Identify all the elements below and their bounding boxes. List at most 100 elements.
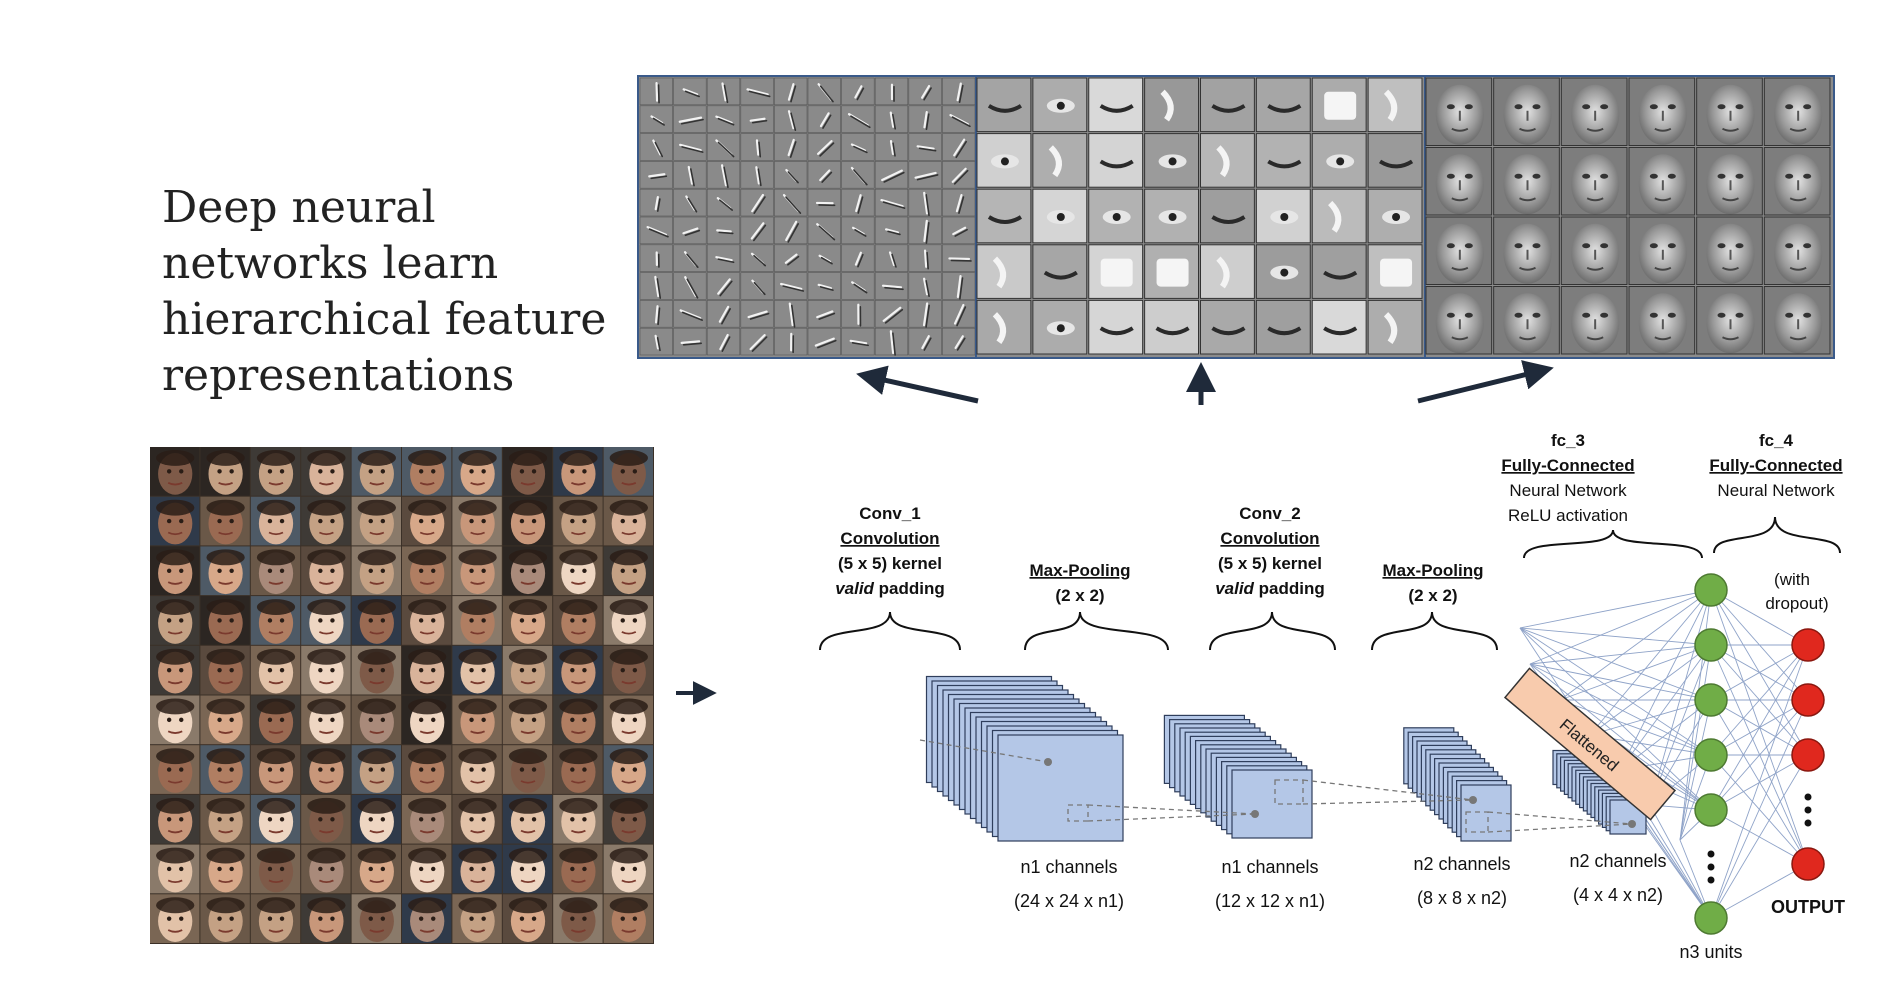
- edge-stroke-dark: [790, 304, 796, 328]
- edge-stroke-dark: [790, 112, 797, 131]
- face-photo-mouth: [167, 829, 183, 834]
- face-photo-eye: [267, 916, 273, 921]
- face-photo-eye: [519, 518, 525, 524]
- face-photo-hair: [508, 599, 548, 615]
- face-photo-eye: [431, 817, 436, 822]
- face-photo-eye: [267, 618, 273, 623]
- edge-stroke-dark: [652, 117, 665, 126]
- face-photo-hair: [609, 698, 648, 715]
- face-photo-eye: [166, 568, 172, 573]
- face-photo-eye: [229, 568, 234, 573]
- face-photo-eye: [469, 866, 474, 872]
- face-photo-eye: [418, 469, 424, 474]
- edge-stroke-light: [914, 171, 937, 179]
- face-part-cell: [1088, 77, 1144, 133]
- face-photo-eye: [179, 667, 184, 673]
- mouth-line: [1789, 266, 1807, 271]
- face-photo-eye: [380, 618, 386, 623]
- face-photo-mouth: [369, 680, 385, 685]
- face-photo-mouth: [268, 929, 284, 933]
- face-photo-eye: [229, 866, 234, 872]
- face-photo-eye: [632, 767, 638, 772]
- face-photo-eye: [330, 618, 335, 623]
- face-photo-hair: [559, 648, 598, 665]
- right-eye: [1667, 173, 1676, 179]
- fc3-edge: [1679, 644, 1712, 841]
- mouth-shape: [1099, 104, 1134, 113]
- face-photo-mouth: [167, 879, 183, 884]
- face-photo-eye: [217, 717, 222, 723]
- face-photo-mouth: [318, 581, 334, 585]
- edge-stroke-light: [678, 116, 703, 123]
- face-photo-mouth: [520, 879, 536, 884]
- face-photo-hair: [307, 549, 346, 566]
- pool1-name: Max-Pooling: [1029, 561, 1130, 580]
- left-eye: [1649, 104, 1658, 110]
- face-photo-eye: [431, 568, 436, 573]
- face-photo-eye: [632, 717, 638, 723]
- edge-stroke-dark: [887, 230, 901, 236]
- face-photo-hair: [408, 847, 447, 864]
- left-eye: [1649, 243, 1658, 249]
- face-photo-eye: [217, 767, 222, 772]
- face-part-cell: [1311, 244, 1367, 299]
- edge-stroke-dark: [818, 312, 836, 320]
- face-photo-hair: [609, 847, 648, 864]
- edge-stroke-light: [715, 256, 733, 262]
- face-photo-mouth: [470, 581, 486, 585]
- face-photo-eye: [582, 817, 587, 822]
- face-photo-mouth: [369, 879, 385, 884]
- edge-stroke-light: [749, 117, 766, 122]
- headline-line-2: networks learn: [162, 238, 498, 289]
- face-photo-hair: [408, 599, 447, 615]
- fc-connections: [1519, 589, 1809, 919]
- face-photo-mouth: [218, 631, 234, 635]
- edge-stroke-dark: [853, 169, 868, 186]
- face-photo-hair: [609, 549, 648, 566]
- headline: Deep neural networks learn hierarchical …: [162, 182, 606, 401]
- face-photo-eye: [368, 767, 373, 772]
- fc3-name: fc_3: [1551, 431, 1585, 450]
- face-photo-eye: [570, 568, 575, 573]
- rf-box-a: [1067, 804, 1089, 822]
- face-photo-hair: [559, 698, 598, 715]
- pupil-shape: [1056, 213, 1065, 221]
- fc4-line1: Neural Network: [1717, 481, 1835, 500]
- face-photo-eye: [368, 568, 373, 573]
- edge-stroke-light: [951, 167, 967, 183]
- face-photo-eye: [418, 568, 424, 573]
- left-eye: [1785, 173, 1794, 179]
- face-photo-hair: [357, 897, 396, 914]
- edge-stroke-dark: [686, 253, 699, 268]
- face-photo-hair: [408, 897, 447, 914]
- edge-stroke-light: [882, 306, 902, 322]
- ellipsis-dot: [1707, 863, 1715, 871]
- edge-filter-cell: [740, 133, 774, 161]
- right-eye: [1600, 243, 1609, 249]
- edge-stroke-dark: [753, 254, 767, 267]
- mouth-line: [1519, 197, 1536, 202]
- face-photo-mouth: [419, 481, 435, 486]
- edge-stroke-light: [746, 88, 769, 96]
- face-photo-eye: [469, 916, 474, 921]
- dropout-line-1: (with: [1774, 570, 1810, 589]
- edge-stroke-light: [718, 305, 730, 323]
- face-photo-hair: [559, 599, 598, 615]
- edge-filter-cell: [639, 244, 673, 272]
- face-photo-eye: [582, 469, 587, 474]
- output-node: [1791, 738, 1825, 772]
- ellipsis-dot: [1804, 806, 1812, 814]
- face-photo-eye: [620, 568, 625, 573]
- face-photo-mouth: [621, 680, 637, 685]
- output-node: [1791, 628, 1825, 662]
- pool1-brace: [1024, 611, 1169, 651]
- edge-stroke-light: [854, 251, 862, 266]
- face-photo-eye: [418, 618, 424, 623]
- left-eye: [1446, 173, 1455, 179]
- face-photo-eye: [166, 667, 172, 673]
- mouth-line: [1722, 127, 1739, 132]
- face-photo-mouth: [570, 929, 586, 933]
- left-eye: [1446, 104, 1455, 110]
- face-photo-mouth: [570, 680, 586, 685]
- face-photo-eye: [620, 717, 625, 723]
